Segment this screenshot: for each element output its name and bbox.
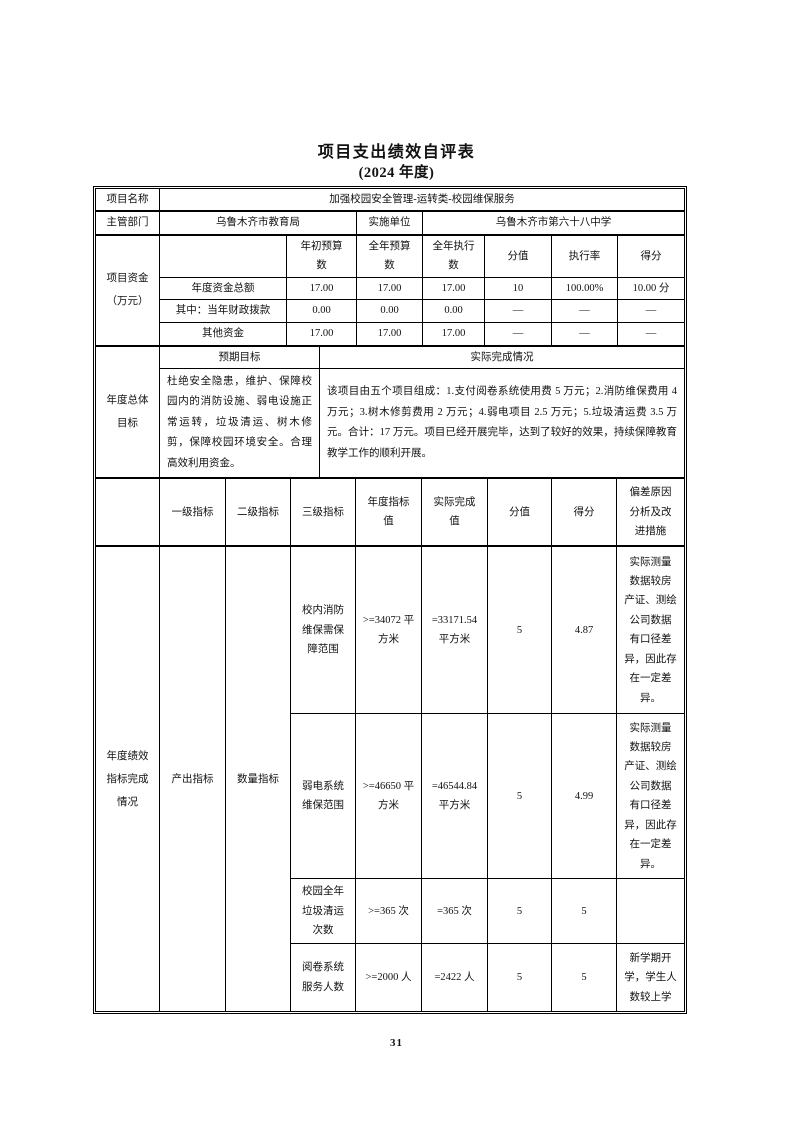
- expected-goal-text: 杜绝安全隐患，维护、保障校园内的消防设施、弱电设施正常运转，垃圾清运、树木修剪，…: [159, 367, 320, 479]
- indicator-score: 4.87: [551, 546, 617, 715]
- funding-row-total: 年度资金总额 17.00 17.00 17.00 10 100.00% 10.0…: [96, 276, 685, 301]
- indicator-score: 5: [551, 878, 617, 945]
- indicator-actual: =46544.84 平方米: [421, 713, 488, 880]
- funding-score: —: [617, 321, 685, 346]
- funding-score: 10.00 分: [617, 276, 685, 301]
- funding-executed: 17.00: [422, 276, 485, 301]
- indicator-score: 5: [551, 943, 617, 1013]
- funding-score-value: —: [484, 299, 552, 323]
- indicator-deviation: 实际测量 数据较房 产证、测绘 公司数据 有口径差 异，因此存 在一定差 异。: [616, 546, 685, 715]
- indicator-section-label: 年度绩效 指标完成 情况: [95, 546, 160, 1013]
- expected-goal-header: 预期目标: [159, 345, 320, 369]
- document-title: 项目支出绩效自评表: [317, 144, 476, 161]
- department-band: 主管部门 乌鲁木齐市教育局 实施单位 乌鲁木齐市第六十八中学: [95, 211, 685, 235]
- indicator-deviation: 实际测量 数据较房 产证、测绘 公司数据 有口径差 异，因此存 在一定差 异。: [616, 713, 685, 880]
- indicator-row-fire-maintenance: 年度绩效 指标完成 情况 产出指标 数量指标 校内消防 维保需保 障范围 >=3…: [95, 546, 685, 1013]
- funding-execution-rate: 100.00%: [551, 276, 618, 301]
- indicator-name: 校园全年 垃圾清运 次数: [290, 878, 356, 945]
- funding-executed: 17.00: [422, 321, 485, 346]
- annual-goal-section-label: 年度总体 目标: [95, 345, 160, 479]
- indicator-name: 阅卷系统 服务人数: [290, 943, 356, 1013]
- indicator-name: 校内消防 维保需保 障范围: [290, 546, 356, 715]
- indicator-row-exam-system: 阅卷系统 服务人数 >=2000 人 =2422 人 5 5 新学期开 学，学生…: [96, 943, 685, 1013]
- document-subtitle: (2024 年度): [358, 165, 435, 181]
- indicator-header-score: 得分: [551, 478, 617, 547]
- funding-initial-budget: 17.00: [286, 276, 357, 301]
- funding-header-initial-budget: 年初预算 数: [286, 234, 357, 278]
- indicator-header-score-value: 分值: [487, 478, 552, 547]
- funding-score-value: 10: [484, 276, 552, 301]
- indicator-deviation: [616, 878, 685, 945]
- funding-header-score-value: 分值: [484, 234, 552, 278]
- department-label: 主管部门: [95, 211, 160, 235]
- page-number: 31: [390, 1037, 403, 1049]
- indicator-target: >=34072 平 方米: [355, 546, 422, 715]
- funding-annual-budget: 0.00: [356, 299, 423, 323]
- indicator-score-value: 5: [487, 943, 552, 1013]
- indicator-score-value: 5: [487, 546, 552, 715]
- funding-row-other: 其他资金 17.00 17.00 17.00 — — —: [96, 321, 685, 346]
- indicator-actual: =33171.54 平方米: [421, 546, 488, 715]
- indicator-header-target: 年度指标 值: [355, 478, 422, 547]
- indicator-header-level1: 一级指标: [159, 478, 226, 547]
- indicator-target: >=2000 人: [355, 943, 422, 1013]
- indicator-actual: =2422 人: [421, 943, 488, 1013]
- department-value: 乌鲁木齐市教育局: [159, 211, 357, 235]
- funding-execution-rate: —: [551, 321, 618, 346]
- indicator-score-value: 5: [487, 878, 552, 945]
- funding-row-label: 其他资金: [159, 321, 287, 346]
- project-name-label: 项目名称: [95, 187, 160, 212]
- indicator-name: 弱电系统 维保范围: [290, 713, 356, 880]
- funding-execution-rate: —: [551, 299, 618, 323]
- funding-executed: 0.00: [422, 299, 485, 323]
- funding-annual-budget: 17.00: [356, 321, 423, 346]
- project-name-band: 项目名称 加强校园安全管理-运转类-校园维保服务: [95, 187, 685, 212]
- funding-row-label: 其中：当年财政拨款: [159, 299, 287, 323]
- unit-label: 实施单位: [356, 211, 423, 235]
- indicator-score-value: 5: [487, 713, 552, 880]
- funding-initial-budget: 0.00: [286, 299, 357, 323]
- funding-initial-budget: 17.00: [286, 321, 357, 346]
- funding-score: —: [617, 299, 685, 323]
- indicator-header-band: 一级指标 二级指标 三级指标 年度指标 值 实际完成 值 分值 得分 偏差原因 …: [95, 478, 685, 547]
- indicator-header-actual: 实际完成 值: [421, 478, 488, 547]
- funding-annual-budget: 17.00: [356, 276, 423, 301]
- annual-goal-band: 年度总体 目标 预期目标 实际完成情况 杜绝安全隐患，维护、保障校园内的消防设施…: [95, 345, 685, 479]
- indicator-header-level2: 二级指标: [225, 478, 291, 547]
- indicator-level1-value: 产出指标: [159, 546, 226, 1013]
- funding-row-fiscal: 其中：当年财政拨款 0.00 0.00 0.00 — — —: [96, 299, 685, 323]
- funding-band: 项目资金 （万元） 年初预算 数 全年预算 数 全年执行 数 分值 执行率 得分…: [95, 234, 685, 346]
- indicator-score: 4.99: [551, 713, 617, 880]
- funding-header-score: 得分: [617, 234, 685, 278]
- project-name-value: 加强校园安全管理-运转类-校园维保服务: [159, 187, 685, 212]
- indicator-header-deviation: 偏差原因 分析及改 进措施: [616, 478, 685, 547]
- indicator-target: >=365 次: [355, 878, 422, 945]
- unit-value: 乌鲁木齐市第六十八中学: [422, 211, 685, 235]
- actual-completion-text: 该项目由五个项目组成：1.支付阅卷系统使用费 5 万元；2.消防维保费用 4 万…: [319, 367, 685, 479]
- funding-header-execution-rate: 执行率: [551, 234, 618, 278]
- self-evaluation-table: 项目名称 加强校园安全管理-运转类-校园维保服务 主管部门 乌鲁木齐市教育局 实…: [93, 186, 687, 1015]
- funding-header-executed: 全年执行 数: [422, 234, 485, 278]
- funding-section-label: 项目资金 （万元）: [95, 234, 160, 346]
- funding-score-value: —: [484, 321, 552, 346]
- indicator-body-band: 年度绩效 指标完成 情况 产出指标 数量指标 校内消防 维保需保 障范围 >=3…: [95, 546, 685, 1013]
- actual-completion-header: 实际完成情况: [319, 345, 685, 369]
- funding-header-annual-budget: 全年预算 数: [356, 234, 423, 278]
- indicator-actual: =365 次: [421, 878, 488, 945]
- indicator-target: >=46650 平 方米: [355, 713, 422, 880]
- indicator-header-level3: 三级指标: [290, 478, 356, 547]
- funding-blank-cell: [159, 234, 287, 278]
- indicator-level2-value: 数量指标: [225, 546, 291, 1013]
- indicator-blank-cell: [95, 478, 160, 547]
- indicator-row-weak-current: 弱电系统 维保范围 >=46650 平 方米 =46544.84 平方米 5 4…: [96, 713, 685, 880]
- funding-row-label: 年度资金总额: [159, 276, 287, 301]
- indicator-deviation: 新学期开 学，学生人 数较上学: [616, 943, 685, 1013]
